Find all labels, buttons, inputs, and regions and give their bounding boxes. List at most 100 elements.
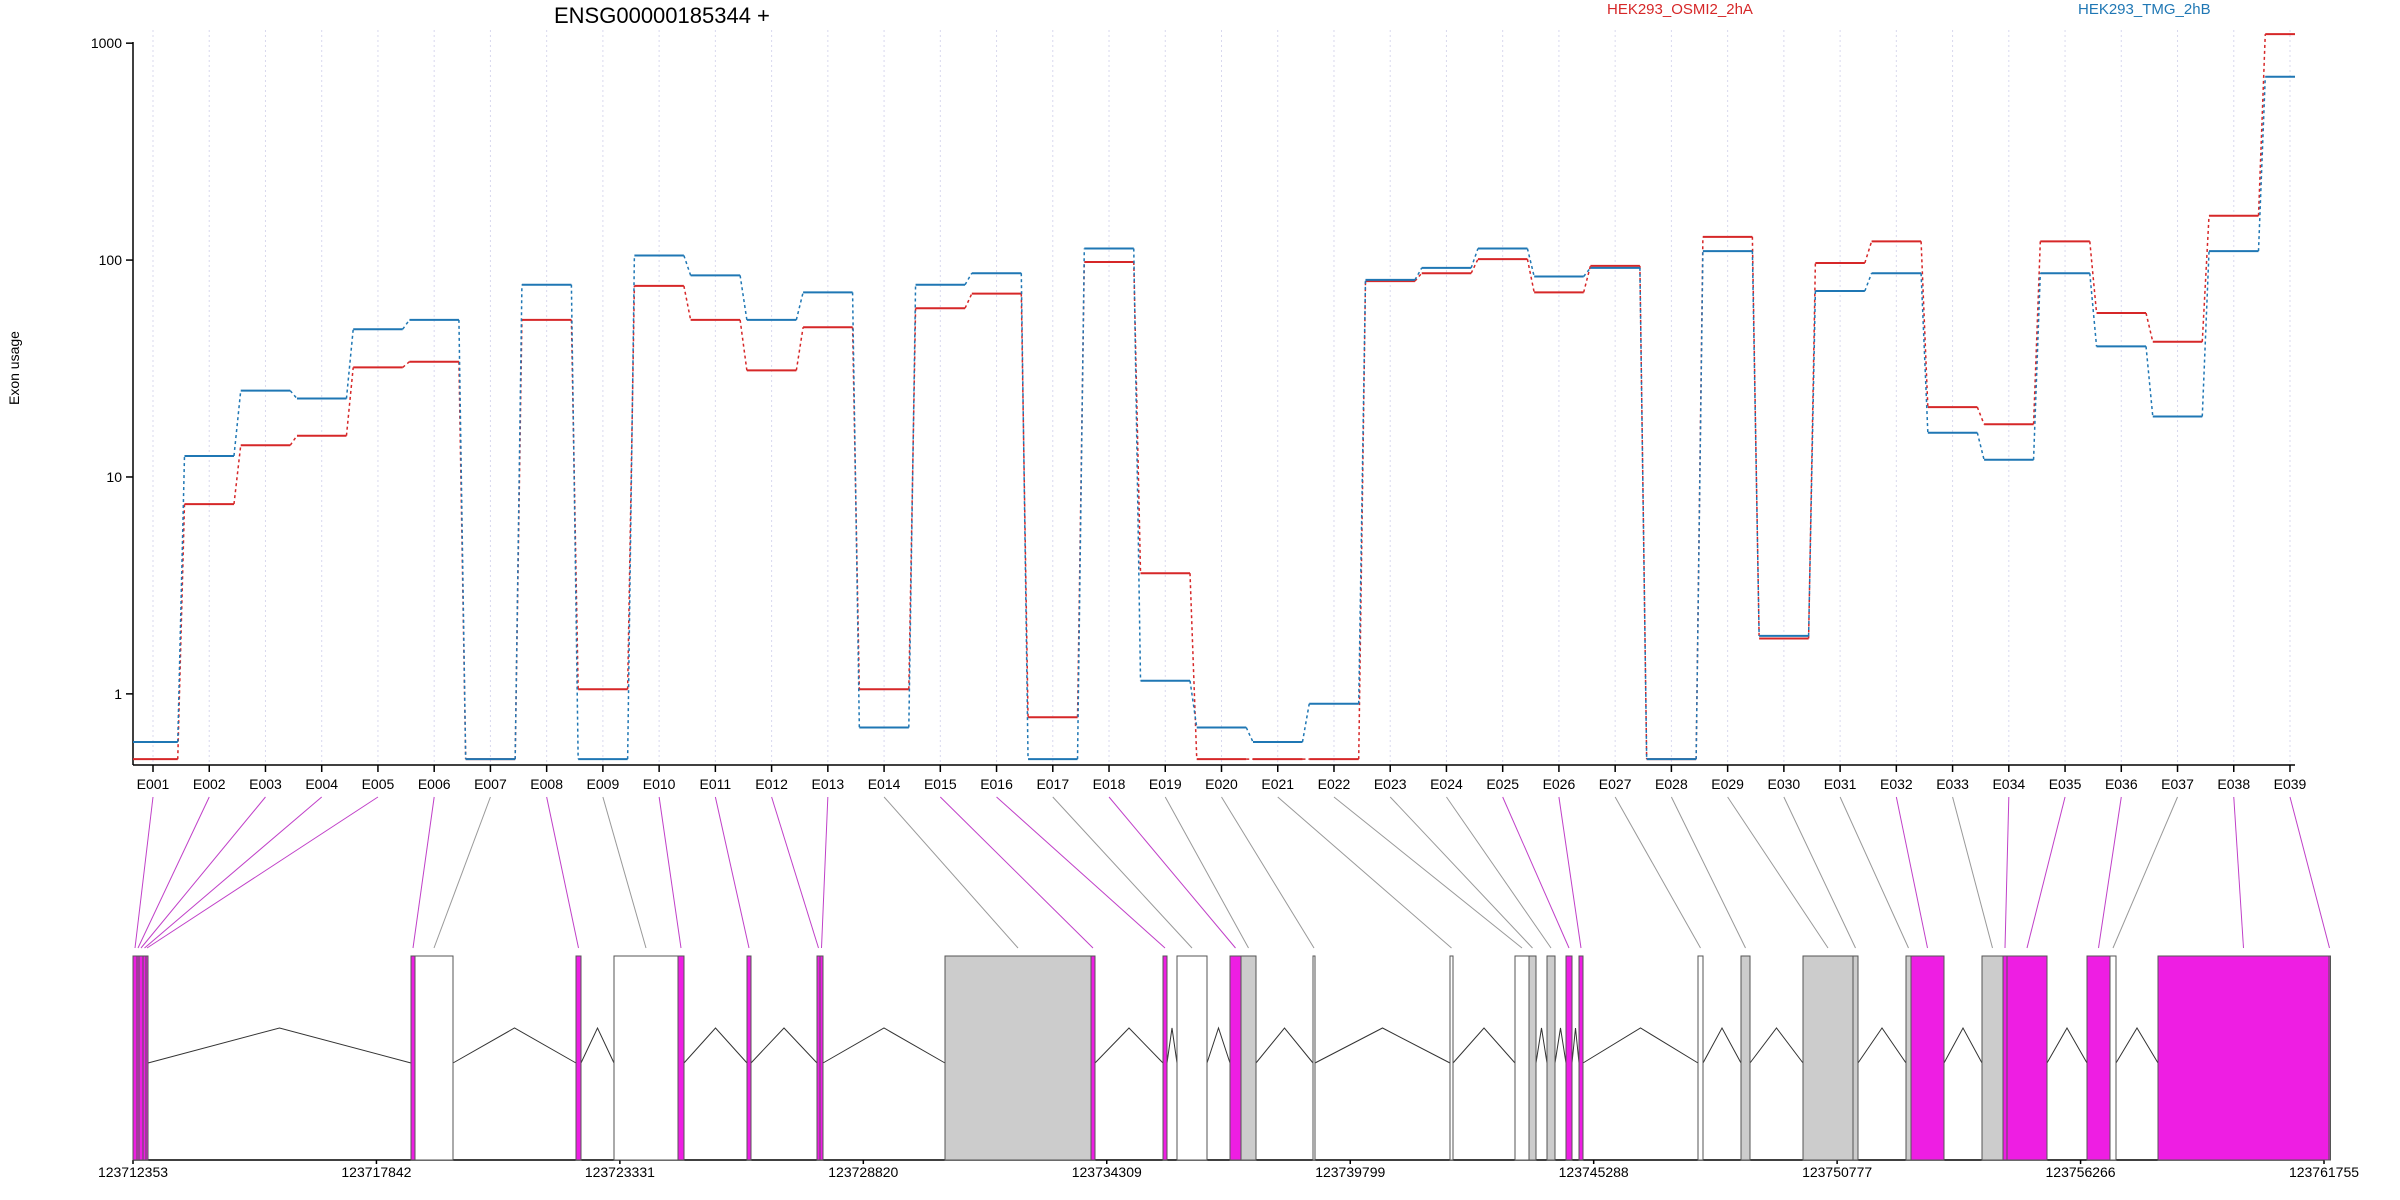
series-connector	[176, 504, 186, 760]
x-tick-label: E038	[2217, 776, 2250, 792]
intron-line	[822, 1027, 946, 1064]
intron-line	[580, 1026, 615, 1064]
series-connector	[289, 390, 298, 400]
series-connector	[458, 319, 467, 760]
x-tick-label: E036	[2105, 776, 2138, 792]
exon-box	[1697, 955, 1704, 1161]
y-tick-label: 10	[106, 469, 122, 485]
x-tick-label: E016	[980, 776, 1013, 792]
exon-box	[1449, 955, 1454, 1161]
intron-line	[2046, 1026, 2088, 1064]
genomic-tick-label: 123728820	[828, 1164, 898, 1180]
x-tick-label: E004	[305, 776, 338, 792]
exon-connector	[2004, 796, 2010, 949]
series-connector	[2257, 76, 2267, 252]
genomic-tick-label: 123734309	[1072, 1164, 1142, 1180]
exon-box	[944, 955, 1092, 1161]
exon-connector	[2112, 796, 2178, 949]
exon-connector	[1895, 796, 1928, 949]
exon-box	[1905, 955, 1912, 1161]
series-connector	[1245, 727, 1254, 743]
exon-connector	[2026, 796, 2066, 949]
exon-box	[132, 955, 138, 1161]
genomic-tick-label: 123723331	[585, 1164, 655, 1180]
intron-line	[1206, 1026, 1231, 1064]
exon-connector	[1839, 796, 1909, 949]
series-1	[133, 33, 2295, 761]
exon-connector	[140, 796, 266, 949]
intron-line	[750, 1027, 818, 1064]
x-tick-label: E027	[1599, 776, 1632, 792]
x-tick-label: E013	[811, 776, 844, 792]
chart-title: ENSG00000185344 +	[554, 3, 770, 28]
intron-line	[1094, 1027, 1164, 1064]
x-tick-label: E001	[137, 776, 170, 792]
series-connector	[626, 285, 636, 690]
x-tick-label: E019	[1149, 776, 1182, 792]
x-tick-label: E021	[1261, 776, 1294, 792]
x-tick-label: E007	[474, 776, 507, 792]
genomic-tick-label: 123756266	[2046, 1164, 2116, 1180]
exon-connector	[1052, 796, 1193, 949]
exon-box	[1162, 955, 1168, 1161]
legend-entry-series-2: HEK293_TMG_2hB	[2078, 1, 2211, 18]
x-tick-label: E018	[1093, 776, 1126, 792]
series-connector	[739, 275, 748, 320]
series-connector	[851, 292, 861, 728]
x-tick-label: E033	[1936, 776, 1969, 792]
exon-connector	[1164, 796, 1249, 949]
series-connector	[570, 284, 579, 760]
series-connector	[1639, 265, 1648, 760]
series-connector	[1020, 293, 1029, 718]
exon-connector	[546, 796, 579, 949]
exon-connector	[602, 796, 647, 949]
exon-box	[2002, 955, 2008, 1161]
series-connector	[1526, 248, 1535, 277]
series-connector	[1526, 258, 1535, 293]
series-connector	[2201, 215, 2210, 342]
series-connector	[2032, 241, 2042, 425]
x-tick-label: E028	[1655, 776, 1688, 792]
exon-connector	[1783, 796, 1856, 949]
series-connector	[1751, 251, 1760, 636]
x-tick-label: E002	[193, 776, 226, 792]
exon-connector	[1952, 796, 1993, 949]
exon-connector	[1614, 796, 1701, 949]
series-connector	[683, 285, 692, 321]
exon-box	[1802, 955, 1854, 1161]
exon-connector	[1670, 796, 1746, 949]
x-tick-label: E034	[1992, 776, 2025, 792]
x-tick-label: E026	[1543, 776, 1576, 792]
exon-box	[613, 955, 679, 1161]
series-connector	[1189, 680, 1198, 728]
x-tick-label: E012	[755, 776, 788, 792]
x-tick-label: E024	[1430, 776, 1463, 792]
series-connector	[1920, 273, 1929, 433]
x-tick-label: E022	[1318, 776, 1351, 792]
intron-line	[1166, 1027, 1178, 1064]
x-tick-label: E020	[1205, 776, 1238, 792]
series-connector	[176, 455, 186, 743]
x-tick-label: E037	[2161, 776, 2194, 792]
intron-line	[1857, 1027, 1907, 1064]
intron-line	[1582, 1027, 1699, 1064]
exon-box	[1565, 955, 1573, 1161]
exon-box	[746, 955, 752, 1161]
series-connector	[1414, 272, 1423, 282]
exon-connector	[1108, 796, 1236, 949]
exon-connector	[1558, 796, 1582, 949]
series-2	[133, 75, 2295, 761]
exon-box	[138, 955, 144, 1161]
series-connector	[1470, 258, 1479, 274]
legend-entry-series-1: HEK293_OSMI2_2hA	[1607, 1, 1753, 18]
exon-box	[575, 955, 582, 1161]
exon-box	[1312, 955, 1316, 1161]
series-connector	[1189, 573, 1198, 760]
intron-line	[1943, 1026, 1983, 1064]
series-connector	[345, 367, 354, 436]
series-connector	[2145, 312, 2154, 342]
intron-line	[1749, 1027, 1804, 1064]
exon-box	[1578, 955, 1584, 1161]
x-tick-label: E032	[1880, 776, 1913, 792]
